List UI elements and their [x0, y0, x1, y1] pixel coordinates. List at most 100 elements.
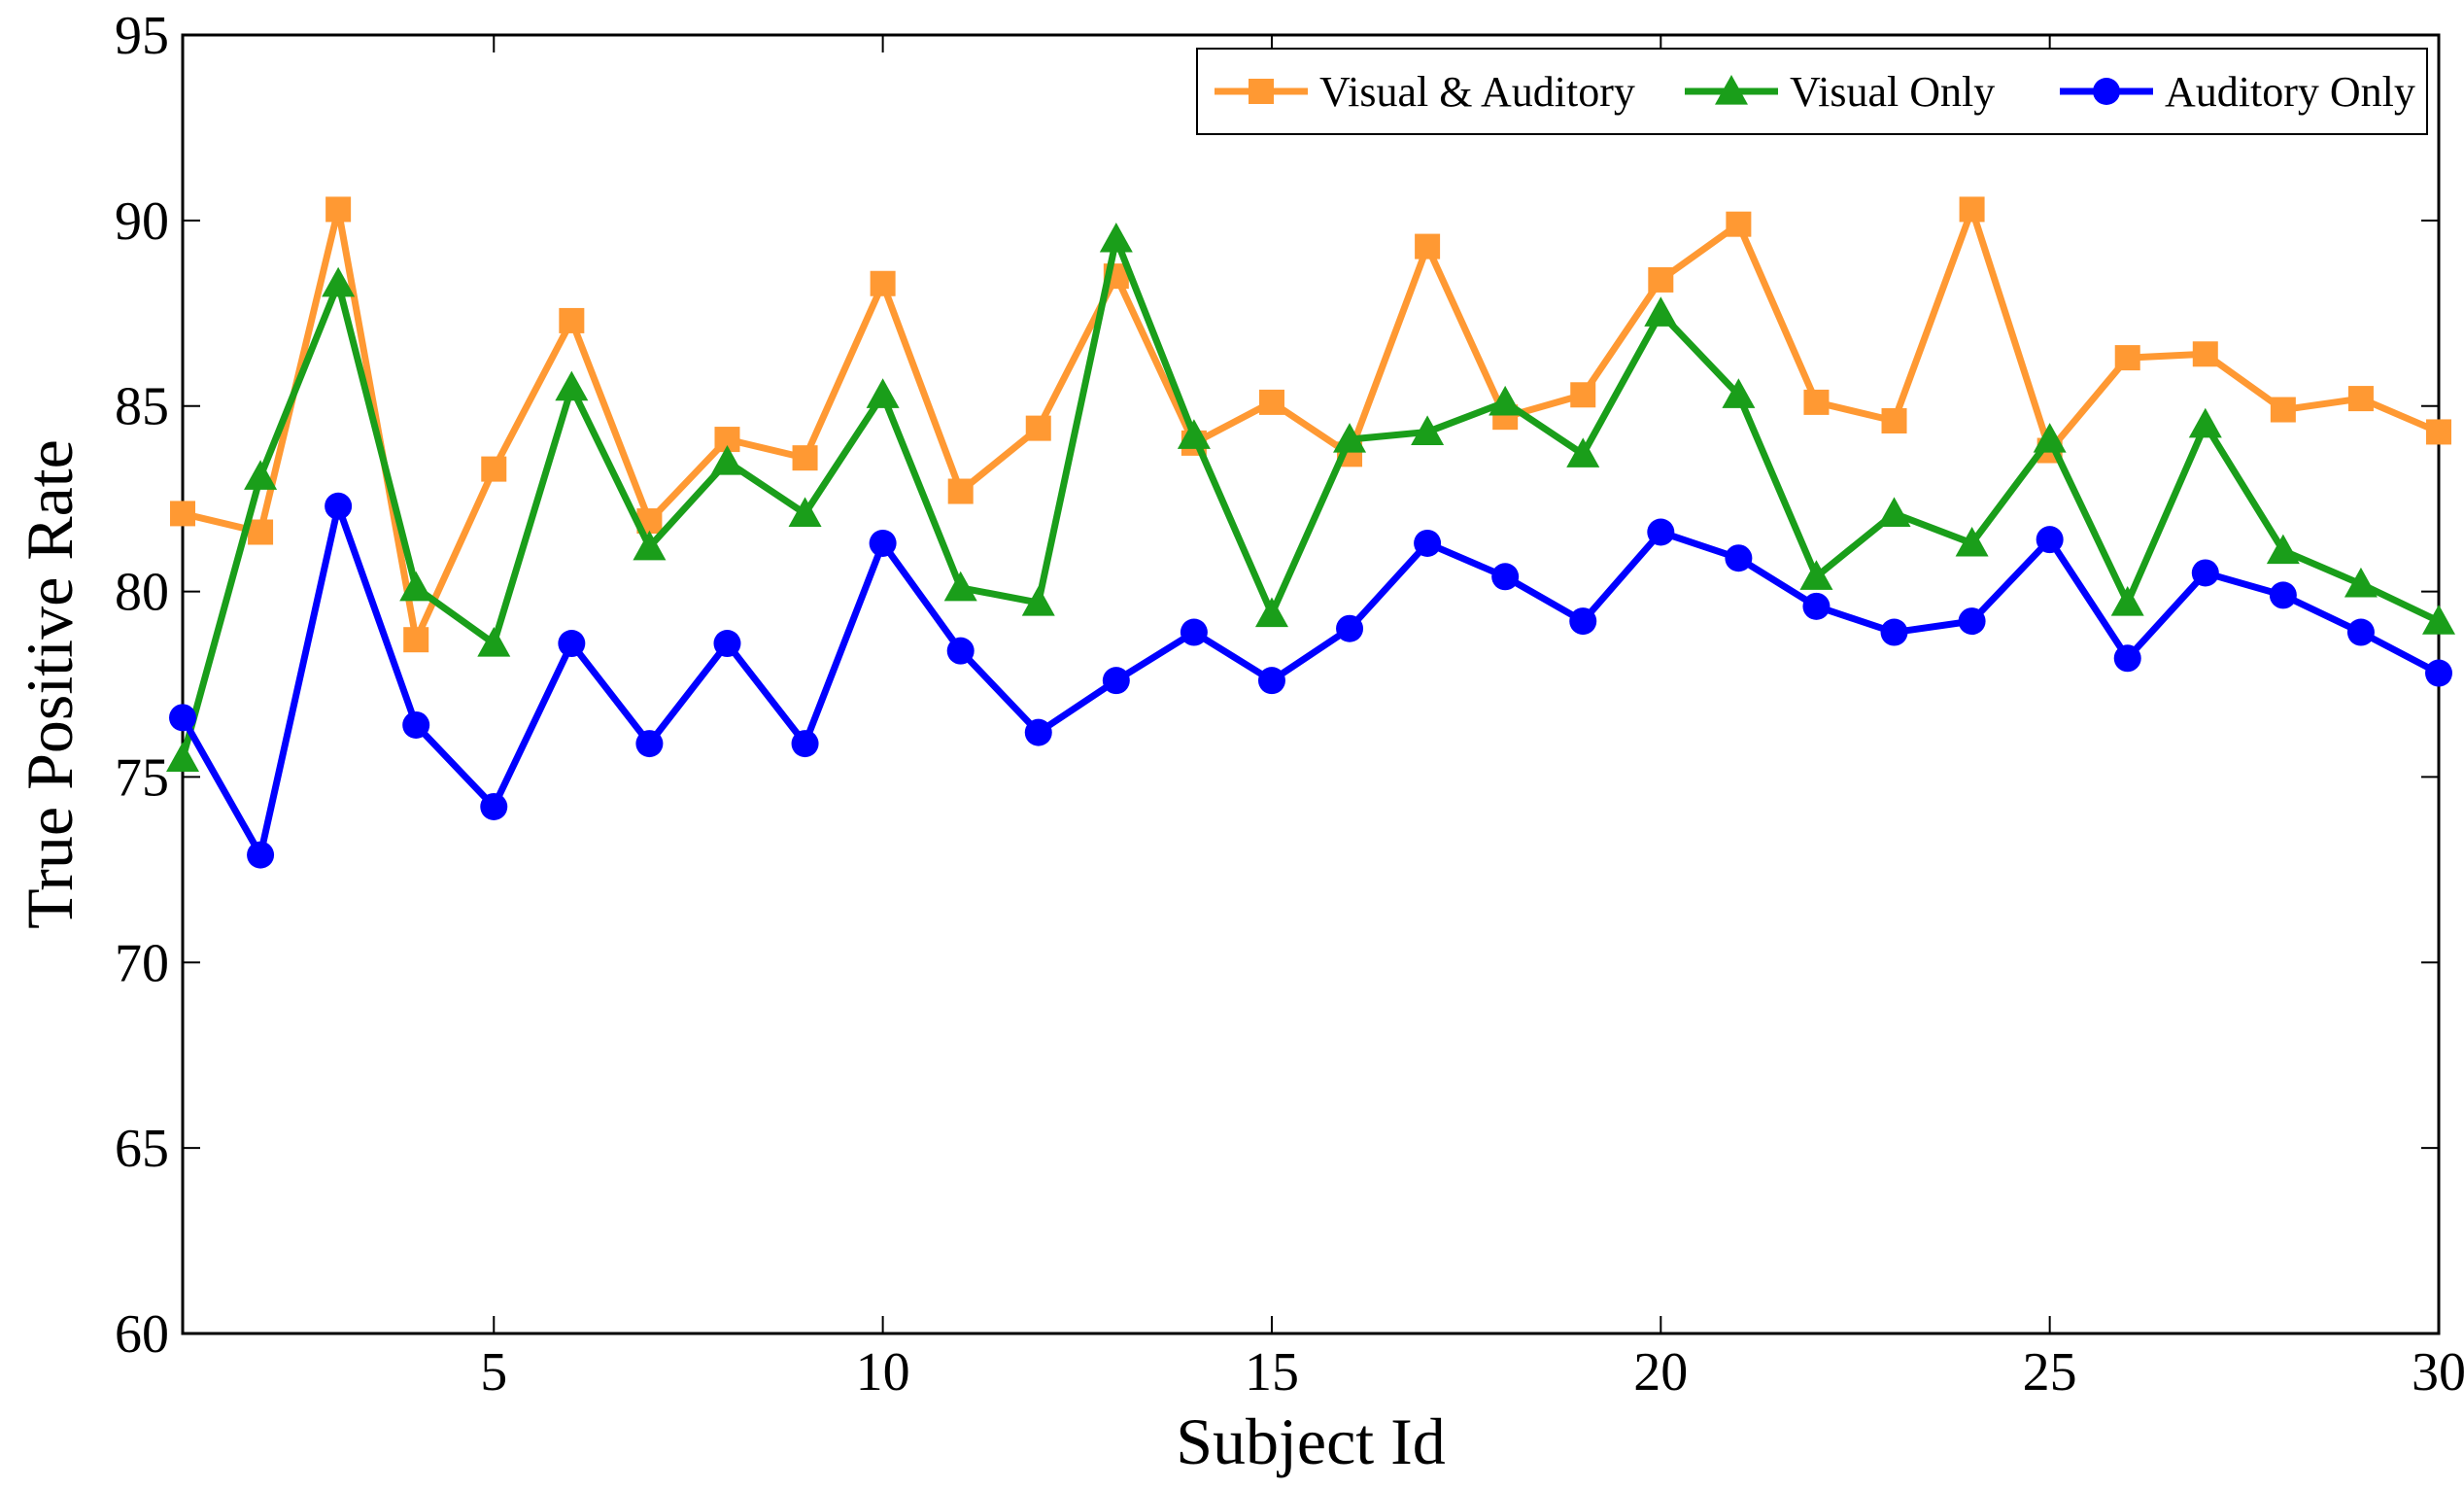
plot-frame [181, 33, 2441, 1335]
data-point-visual-only [477, 627, 511, 657]
data-point-visual-only [1099, 222, 1133, 253]
data-point-visual-only [1877, 497, 1911, 528]
data-point-auditory-only [402, 710, 430, 739]
series-layer [166, 196, 2455, 869]
data-point-visual-only [1644, 296, 1678, 327]
legend-entry-visual-only: Visual Only [1685, 68, 1995, 116]
data-point-auditory-only [2191, 559, 2219, 587]
data-point-visual-only [399, 571, 433, 602]
legend-box [1196, 48, 2428, 135]
data-point-auditory-only [1102, 667, 1130, 695]
data-point-auditory-only [1491, 563, 1520, 591]
legend-label: Visual Only [1790, 68, 1995, 116]
y-tick-label: 65 [115, 1119, 169, 1179]
data-point-auditory-only [791, 730, 819, 758]
data-point-visual-auditory [481, 456, 507, 482]
data-point-auditory-only [1880, 618, 1908, 646]
data-point-visual-auditory [1803, 389, 1830, 415]
data-point-visual-auditory [870, 270, 896, 296]
data-point-visual-only [943, 571, 977, 602]
data-point-auditory-only [2425, 659, 2452, 687]
data-point-visual-only [2344, 567, 2378, 598]
x-tick-label: 25 [2023, 1342, 2077, 1402]
data-point-auditory-only [1802, 592, 1831, 620]
data-point-visual-auditory [2426, 419, 2451, 445]
y-tick-label: 85 [115, 377, 169, 437]
x-axis-label: Subject Id [1176, 1404, 1446, 1478]
data-point-auditory-only [2346, 618, 2375, 646]
data-point-visual-auditory [1570, 382, 1596, 408]
data-point-visual-auditory [2114, 345, 2140, 371]
series-visual-only [166, 222, 2455, 772]
data-point-visual-only [2422, 605, 2455, 635]
data-point-auditory-only [1647, 518, 1675, 546]
legend-marker [1715, 75, 1748, 105]
data-point-auditory-only [1024, 718, 1052, 746]
data-point-visual-only [633, 530, 667, 561]
y-tick-label: 75 [115, 747, 169, 808]
data-point-visual-only [788, 497, 822, 528]
data-point-visual-only [1021, 586, 1055, 616]
data-point-auditory-only [1569, 607, 1597, 636]
data-point-auditory-only [2113, 644, 2141, 673]
x-tick-label: 10 [856, 1342, 910, 1402]
y-tick-label: 70 [115, 933, 169, 993]
legend: Visual & Auditory Visual Only Auditory Onl… [1196, 48, 2428, 135]
data-point-visual-only [1722, 378, 1756, 408]
data-point-visual-only [1799, 560, 1833, 590]
plot-area [181, 33, 2441, 1335]
legend-marker [1249, 79, 1274, 104]
y-tick-label: 90 [115, 191, 169, 252]
data-point-visual-only [322, 266, 356, 297]
legend-marker [2093, 78, 2120, 105]
data-point-visual-only [1333, 423, 1367, 453]
data-point-visual-auditory [1881, 407, 1907, 433]
series-line-visual-only [179, 235, 2441, 760]
data-point-auditory-only [169, 704, 196, 732]
data-point-auditory-only [2036, 526, 2064, 554]
data-point-visual-only [2110, 586, 2144, 616]
data-point-visual-only [555, 370, 589, 401]
data-point-visual-auditory [1726, 211, 1752, 237]
data-point-visual-auditory [1025, 415, 1051, 441]
data-point-visual-auditory [170, 501, 195, 527]
data-point-visual-auditory [1648, 266, 1674, 293]
data-point-visual-only [1411, 415, 1445, 446]
data-point-visual-auditory [325, 196, 352, 223]
legend-label: Auditory Only [2165, 68, 2415, 116]
series-line-visual-auditory [182, 205, 2441, 643]
y-tick-label: 95 [115, 6, 169, 66]
axis-ticks: 60 65 70 75 80 85 90 95 5 10 15 20 25 30 [115, 6, 2464, 1402]
data-point-visual-only [2266, 534, 2300, 565]
data-point-visual-only [866, 378, 900, 408]
x-tick-label: 30 [2412, 1342, 2464, 1402]
data-point-visual-only [2033, 423, 2067, 453]
data-point-visual-only [166, 742, 199, 772]
data-point-auditory-only [247, 841, 275, 869]
data-point-visual-only [1254, 597, 1288, 628]
legend-entry-visual-auditory: Visual & Auditory [1215, 68, 1635, 116]
data-point-visual-auditory [1258, 389, 1284, 415]
data-point-visual-only [1955, 526, 1989, 557]
data-point-visual-only [2188, 407, 2222, 438]
data-point-visual-only [710, 444, 744, 475]
data-point-visual-only [1489, 385, 1523, 416]
data-point-auditory-only [2269, 581, 2297, 609]
data-point-visual-auditory [947, 478, 974, 504]
data-point-visual-only [1566, 437, 1600, 467]
series-line-auditory-only [179, 502, 2441, 859]
x-tick-label: 20 [1633, 1342, 1688, 1402]
data-point-visual-auditory [559, 307, 585, 333]
data-point-auditory-only [1958, 607, 1986, 636]
data-point-auditory-only [558, 630, 586, 658]
y-axis-label: True Positive Rate [13, 439, 86, 929]
data-point-auditory-only [1336, 614, 1364, 642]
data-point-visual-only [1177, 419, 1211, 449]
data-point-auditory-only [1725, 544, 1753, 572]
data-point-visual-auditory [2192, 341, 2218, 367]
data-point-auditory-only [1257, 667, 1285, 695]
y-tick-label: 60 [115, 1304, 169, 1365]
data-point-visual-auditory [2347, 386, 2374, 412]
legend-label: Visual & Auditory [1319, 68, 1635, 116]
